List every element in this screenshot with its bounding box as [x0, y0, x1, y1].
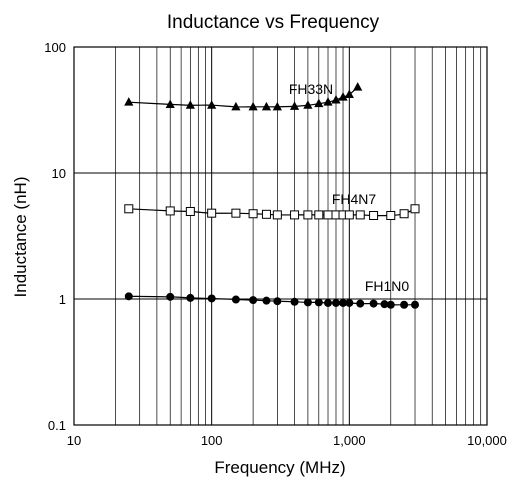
y-axis-label: Inductance (nH) — [11, 177, 30, 298]
data-point-fh4n7 — [355, 210, 365, 220]
data-point-fh33n — [248, 101, 258, 111]
data-point-fh1n0 — [186, 293, 195, 302]
data-point-fh1n0 — [231, 295, 240, 304]
data-point-fh4n7 — [185, 206, 195, 216]
data-point-fh1n0 — [380, 300, 389, 309]
data-point-fh33n — [353, 82, 363, 91]
x-tick-label: 10,000 — [467, 433, 507, 448]
data-point-fh33n — [289, 101, 300, 110]
y-tick-label: 1 — [59, 292, 66, 307]
data-point-fh4n7 — [231, 208, 241, 218]
data-point-fh1n0 — [339, 298, 348, 307]
data-point-fh33n — [165, 99, 175, 108]
data-point-fh4n7 — [344, 210, 354, 220]
data-point-fh1n0 — [207, 294, 216, 303]
data-point-fh4n7 — [323, 210, 333, 220]
data-point-fh1n0 — [331, 298, 340, 307]
data-point-fh33n — [323, 97, 333, 106]
y-tick-label: 10 — [52, 166, 66, 181]
data-point-fh4n7 — [261, 209, 271, 219]
chart-title: Inductance vs Frequency — [167, 12, 380, 33]
data-point-fh4n7 — [303, 210, 313, 220]
data-point-fh33n — [331, 94, 341, 104]
data-point-fh1n0 — [386, 300, 395, 309]
data-point-fh1n0 — [369, 299, 378, 308]
data-point-fh4n7 — [399, 209, 409, 219]
data-point-fh4n7 — [165, 206, 175, 216]
data-point-fh1n0 — [324, 298, 333, 307]
data-point-fh33n — [314, 98, 324, 108]
data-point-fh1n0 — [356, 299, 365, 308]
data-point-fh33n — [185, 100, 195, 109]
x-tick-label: 10 — [67, 433, 81, 448]
data-point-fh4n7 — [314, 210, 324, 220]
data-point-fh1n0 — [314, 298, 323, 307]
series-label-fh4n7: FH4N7 — [332, 191, 377, 207]
data-point-fh1n0 — [249, 296, 258, 305]
data-point-fh33n — [124, 97, 134, 106]
data-point-fh1n0 — [345, 298, 354, 307]
series-label-fh1n0: FH1N0 — [365, 278, 410, 294]
data-point-fh4n7 — [290, 210, 300, 220]
data-point-fh4n7 — [248, 209, 258, 219]
y-tick-label: 100 — [44, 40, 66, 55]
data-point-fh1n0 — [262, 296, 271, 305]
data-point-fh1n0 — [124, 292, 133, 301]
data-point-fh4n7 — [272, 210, 282, 220]
data-point-fh4n7 — [124, 204, 134, 214]
x-axis-label: Frequency (MHz) — [214, 458, 345, 477]
series-fh1n0: FH1N0 — [124, 278, 420, 309]
data-point-fh1n0 — [400, 300, 409, 309]
y-tick-label: 0.1 — [48, 418, 66, 433]
data-point-fh1n0 — [166, 292, 175, 301]
series-fh33n: FH33N — [124, 81, 363, 111]
x-tick-label: 100 — [201, 433, 223, 448]
data-point-fh4n7 — [410, 204, 420, 214]
data-point-fh33n — [338, 92, 348, 101]
data-point-fh33n — [207, 100, 217, 109]
series-label-fh33n: FH33N — [289, 81, 333, 97]
x-tick-label: 1,000 — [333, 433, 366, 448]
data-point-fh4n7 — [386, 210, 396, 220]
data-point-fh1n0 — [273, 297, 282, 306]
data-point-fh4n7 — [369, 210, 379, 220]
data-point-fh33n — [344, 89, 354, 98]
data-point-fh4n7 — [207, 208, 217, 218]
data-point-fh1n0 — [411, 300, 420, 309]
data-point-fh33n — [231, 101, 241, 111]
plot-frame — [73, 46, 488, 426]
data-point-fh33n — [303, 100, 313, 109]
grid — [73, 46, 488, 426]
data-point-fh33n — [261, 101, 272, 111]
series-fh4n7: FH4N7 — [124, 191, 420, 220]
data-point-fh1n0 — [303, 298, 312, 307]
tick-labels: 10 100 1,000 10,000 0.1 1 10 100 — [44, 40, 507, 448]
data-point-fh1n0 — [290, 297, 299, 306]
series-layer: FH33N FH4N7 FH1N0 — [124, 81, 420, 309]
data-point-fh33n — [272, 101, 282, 111]
axes — [73, 46, 488, 426]
